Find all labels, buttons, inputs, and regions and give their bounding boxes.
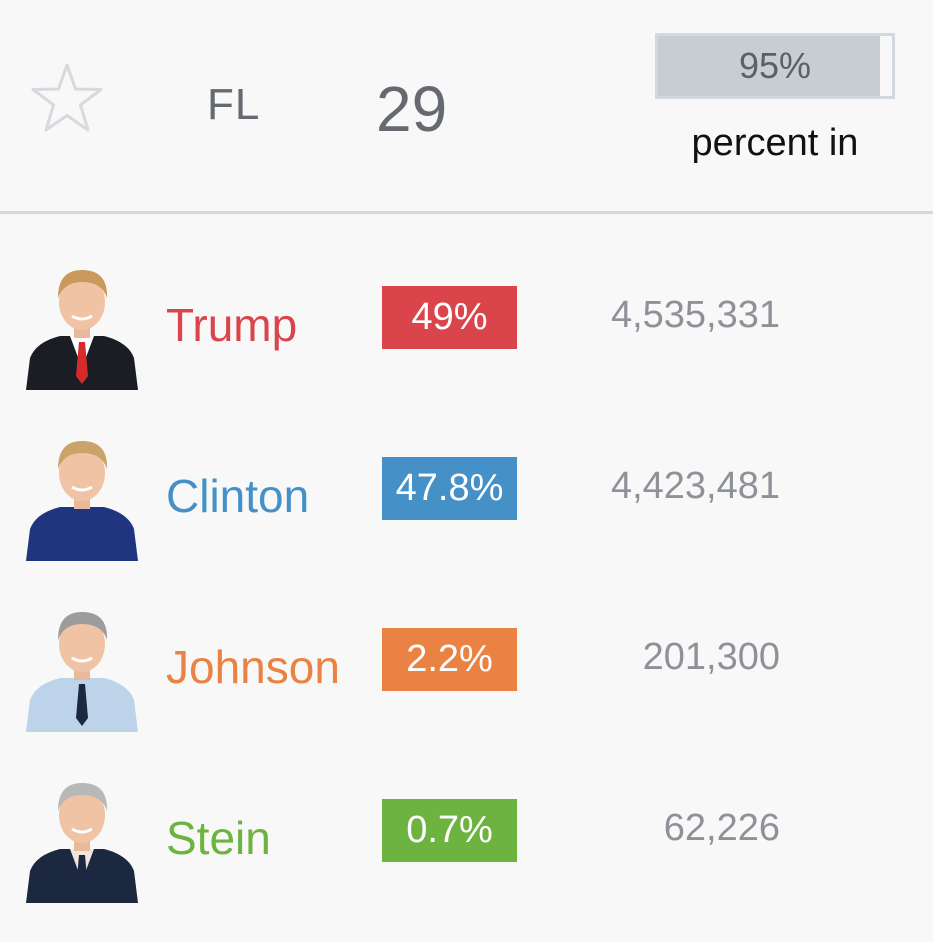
vote-percent-badge: 47.8% bbox=[382, 457, 517, 520]
candidate-photo bbox=[26, 612, 138, 732]
reporting-progress-bar: 95% bbox=[655, 33, 895, 99]
race-header: FL 29 95% percent in bbox=[0, 0, 933, 214]
star-icon[interactable] bbox=[30, 62, 104, 134]
candidate-row[interactable]: Clinton 47.8% 4,423,481 bbox=[0, 429, 933, 600]
reporting-progress-fill bbox=[658, 36, 881, 96]
vote-count: 4,535,331 bbox=[610, 294, 780, 336]
candidate-row[interactable]: Johnson 2.2% 201,300 bbox=[0, 600, 933, 771]
reporting-caption: percent in bbox=[691, 122, 859, 164]
candidate-name: Trump bbox=[166, 299, 298, 351]
candidate-photo bbox=[26, 441, 138, 561]
candidate-row[interactable]: Stein 0.7% 62,226 bbox=[0, 771, 933, 942]
vote-count: 201,300 bbox=[642, 636, 780, 678]
vote-count: 4,423,481 bbox=[610, 465, 780, 507]
candidate-name: Stein bbox=[166, 812, 271, 864]
vote-percent-badge: 0.7% bbox=[382, 799, 517, 862]
candidate-photo bbox=[26, 783, 138, 903]
candidate-name: Johnson bbox=[166, 641, 340, 693]
state-code: FL bbox=[207, 80, 261, 129]
candidate-photo bbox=[26, 270, 138, 390]
vote-percent-badge: 2.2% bbox=[382, 628, 517, 691]
electoral-votes: 29 bbox=[376, 73, 448, 145]
vote-percent-badge: 49% bbox=[382, 286, 517, 349]
candidate-row[interactable]: Trump 49% 4,535,331 bbox=[0, 258, 933, 429]
candidate-name: Clinton bbox=[166, 470, 310, 522]
reporting-percent: 95% bbox=[738, 45, 812, 86]
vote-count: 62,226 bbox=[663, 807, 780, 849]
